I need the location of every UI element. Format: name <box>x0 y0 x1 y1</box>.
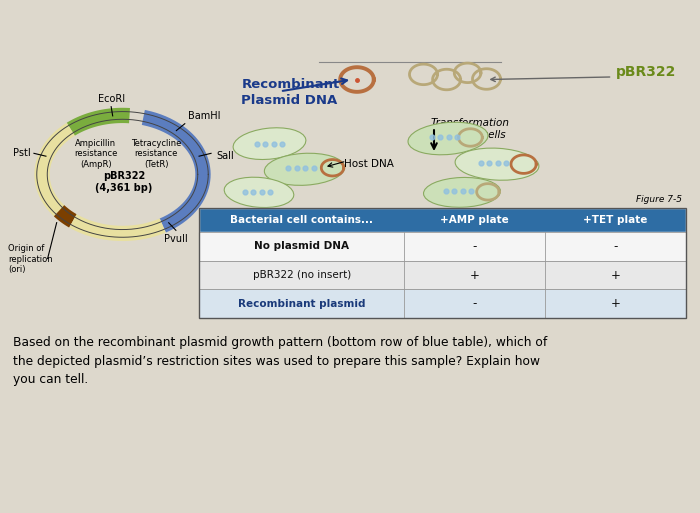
Text: Transformation
of E. coli cells: Transformation of E. coli cells <box>431 118 510 141</box>
Text: EcoRI: EcoRI <box>97 94 125 104</box>
Text: Ampicillin
resistance
(AmpR): Ampicillin resistance (AmpR) <box>74 139 118 169</box>
Text: +AMP plate: +AMP plate <box>440 215 509 225</box>
Text: Bacterial cell contains...: Bacterial cell contains... <box>230 215 373 225</box>
Ellipse shape <box>424 177 500 207</box>
Text: Based on the recombinant plasmid growth pattern (bottom row of blue table), whic: Based on the recombinant plasmid growth … <box>13 336 547 386</box>
Ellipse shape <box>224 177 294 208</box>
FancyBboxPatch shape <box>199 261 686 289</box>
Text: Tetracycline
resistance
(TetR): Tetracycline resistance (TetR) <box>131 139 181 169</box>
Text: BamHI: BamHI <box>188 111 220 121</box>
FancyBboxPatch shape <box>199 208 686 232</box>
Text: Recombinant
Plasmid DNA: Recombinant Plasmid DNA <box>241 78 340 107</box>
Ellipse shape <box>233 128 306 160</box>
Text: PstI: PstI <box>13 148 31 159</box>
Text: pBR322: pBR322 <box>616 65 676 79</box>
Text: Figure 7-5: Figure 7-5 <box>636 194 682 204</box>
FancyBboxPatch shape <box>199 232 686 261</box>
Ellipse shape <box>408 122 488 155</box>
Text: No plasmid DNA: No plasmid DNA <box>254 242 349 251</box>
Text: PvuII: PvuII <box>164 234 188 244</box>
Ellipse shape <box>455 148 539 180</box>
Text: +TET plate: +TET plate <box>583 215 648 225</box>
FancyBboxPatch shape <box>199 289 686 318</box>
Text: +: + <box>610 297 620 310</box>
Text: Host DNA: Host DNA <box>344 159 394 169</box>
Text: pBR322
(4,361 bp): pBR322 (4,361 bp) <box>95 171 153 193</box>
Text: +: + <box>610 268 620 282</box>
Text: SalI: SalI <box>216 151 235 161</box>
Text: pBR322 (no insert): pBR322 (no insert) <box>253 270 351 280</box>
Ellipse shape <box>265 153 344 185</box>
Text: -: - <box>473 297 477 310</box>
Text: -: - <box>473 240 477 253</box>
Text: Origin of
replication
(ori): Origin of replication (ori) <box>8 244 53 274</box>
Text: +: + <box>470 268 480 282</box>
Text: Recombinant plasmid: Recombinant plasmid <box>238 299 365 309</box>
Text: -: - <box>613 240 617 253</box>
